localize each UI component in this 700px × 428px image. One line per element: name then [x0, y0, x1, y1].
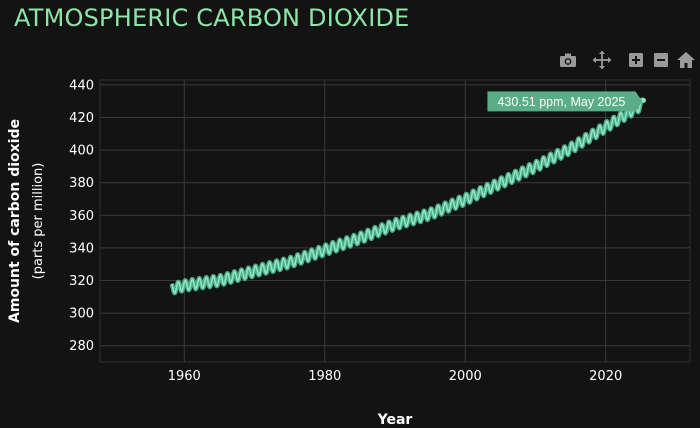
zoom-in-icon[interactable] [626, 50, 646, 70]
x-tick-label: 1960 [168, 369, 201, 384]
y-tick-label: 380 [69, 176, 94, 191]
y-tick-label: 400 [69, 144, 94, 159]
y-axis-title: Amount of carbon dioxide [7, 119, 23, 323]
plot-area [99, 79, 691, 363]
zoom-out-icon[interactable] [651, 50, 671, 70]
hover-tooltip: 430.51 ppm, May 2025 [487, 91, 643, 112]
x-tick-label: 2020 [589, 369, 622, 384]
home-icon[interactable] [676, 50, 696, 70]
tooltip-box [487, 91, 643, 112]
y-tick-label: 340 [69, 241, 94, 256]
y-tick-label: 320 [69, 274, 94, 289]
y-axis-subtitle: (parts per million) [31, 163, 46, 280]
y-tick-label: 280 [69, 339, 94, 354]
series-line [170, 98, 644, 294]
y-tick-label: 360 [69, 209, 94, 224]
x-tick-label: 2000 [449, 369, 482, 384]
y-tick-label: 440 [69, 78, 94, 93]
x-tick-label: 1980 [308, 369, 341, 384]
page-title: ATMOSPHERIC CARBON DIOXIDE [14, 4, 410, 32]
chart-toolbar [556, 50, 698, 72]
tooltip-text: 430.51 ppm, May 2025 [497, 95, 625, 109]
camera-icon[interactable] [558, 50, 578, 70]
y-tick-label: 300 [69, 307, 94, 322]
pan-icon[interactable] [592, 50, 612, 70]
x-axis-title: Year [377, 412, 413, 428]
series-line-shadow [169, 97, 646, 296]
y-tick-label: 420 [69, 111, 94, 126]
